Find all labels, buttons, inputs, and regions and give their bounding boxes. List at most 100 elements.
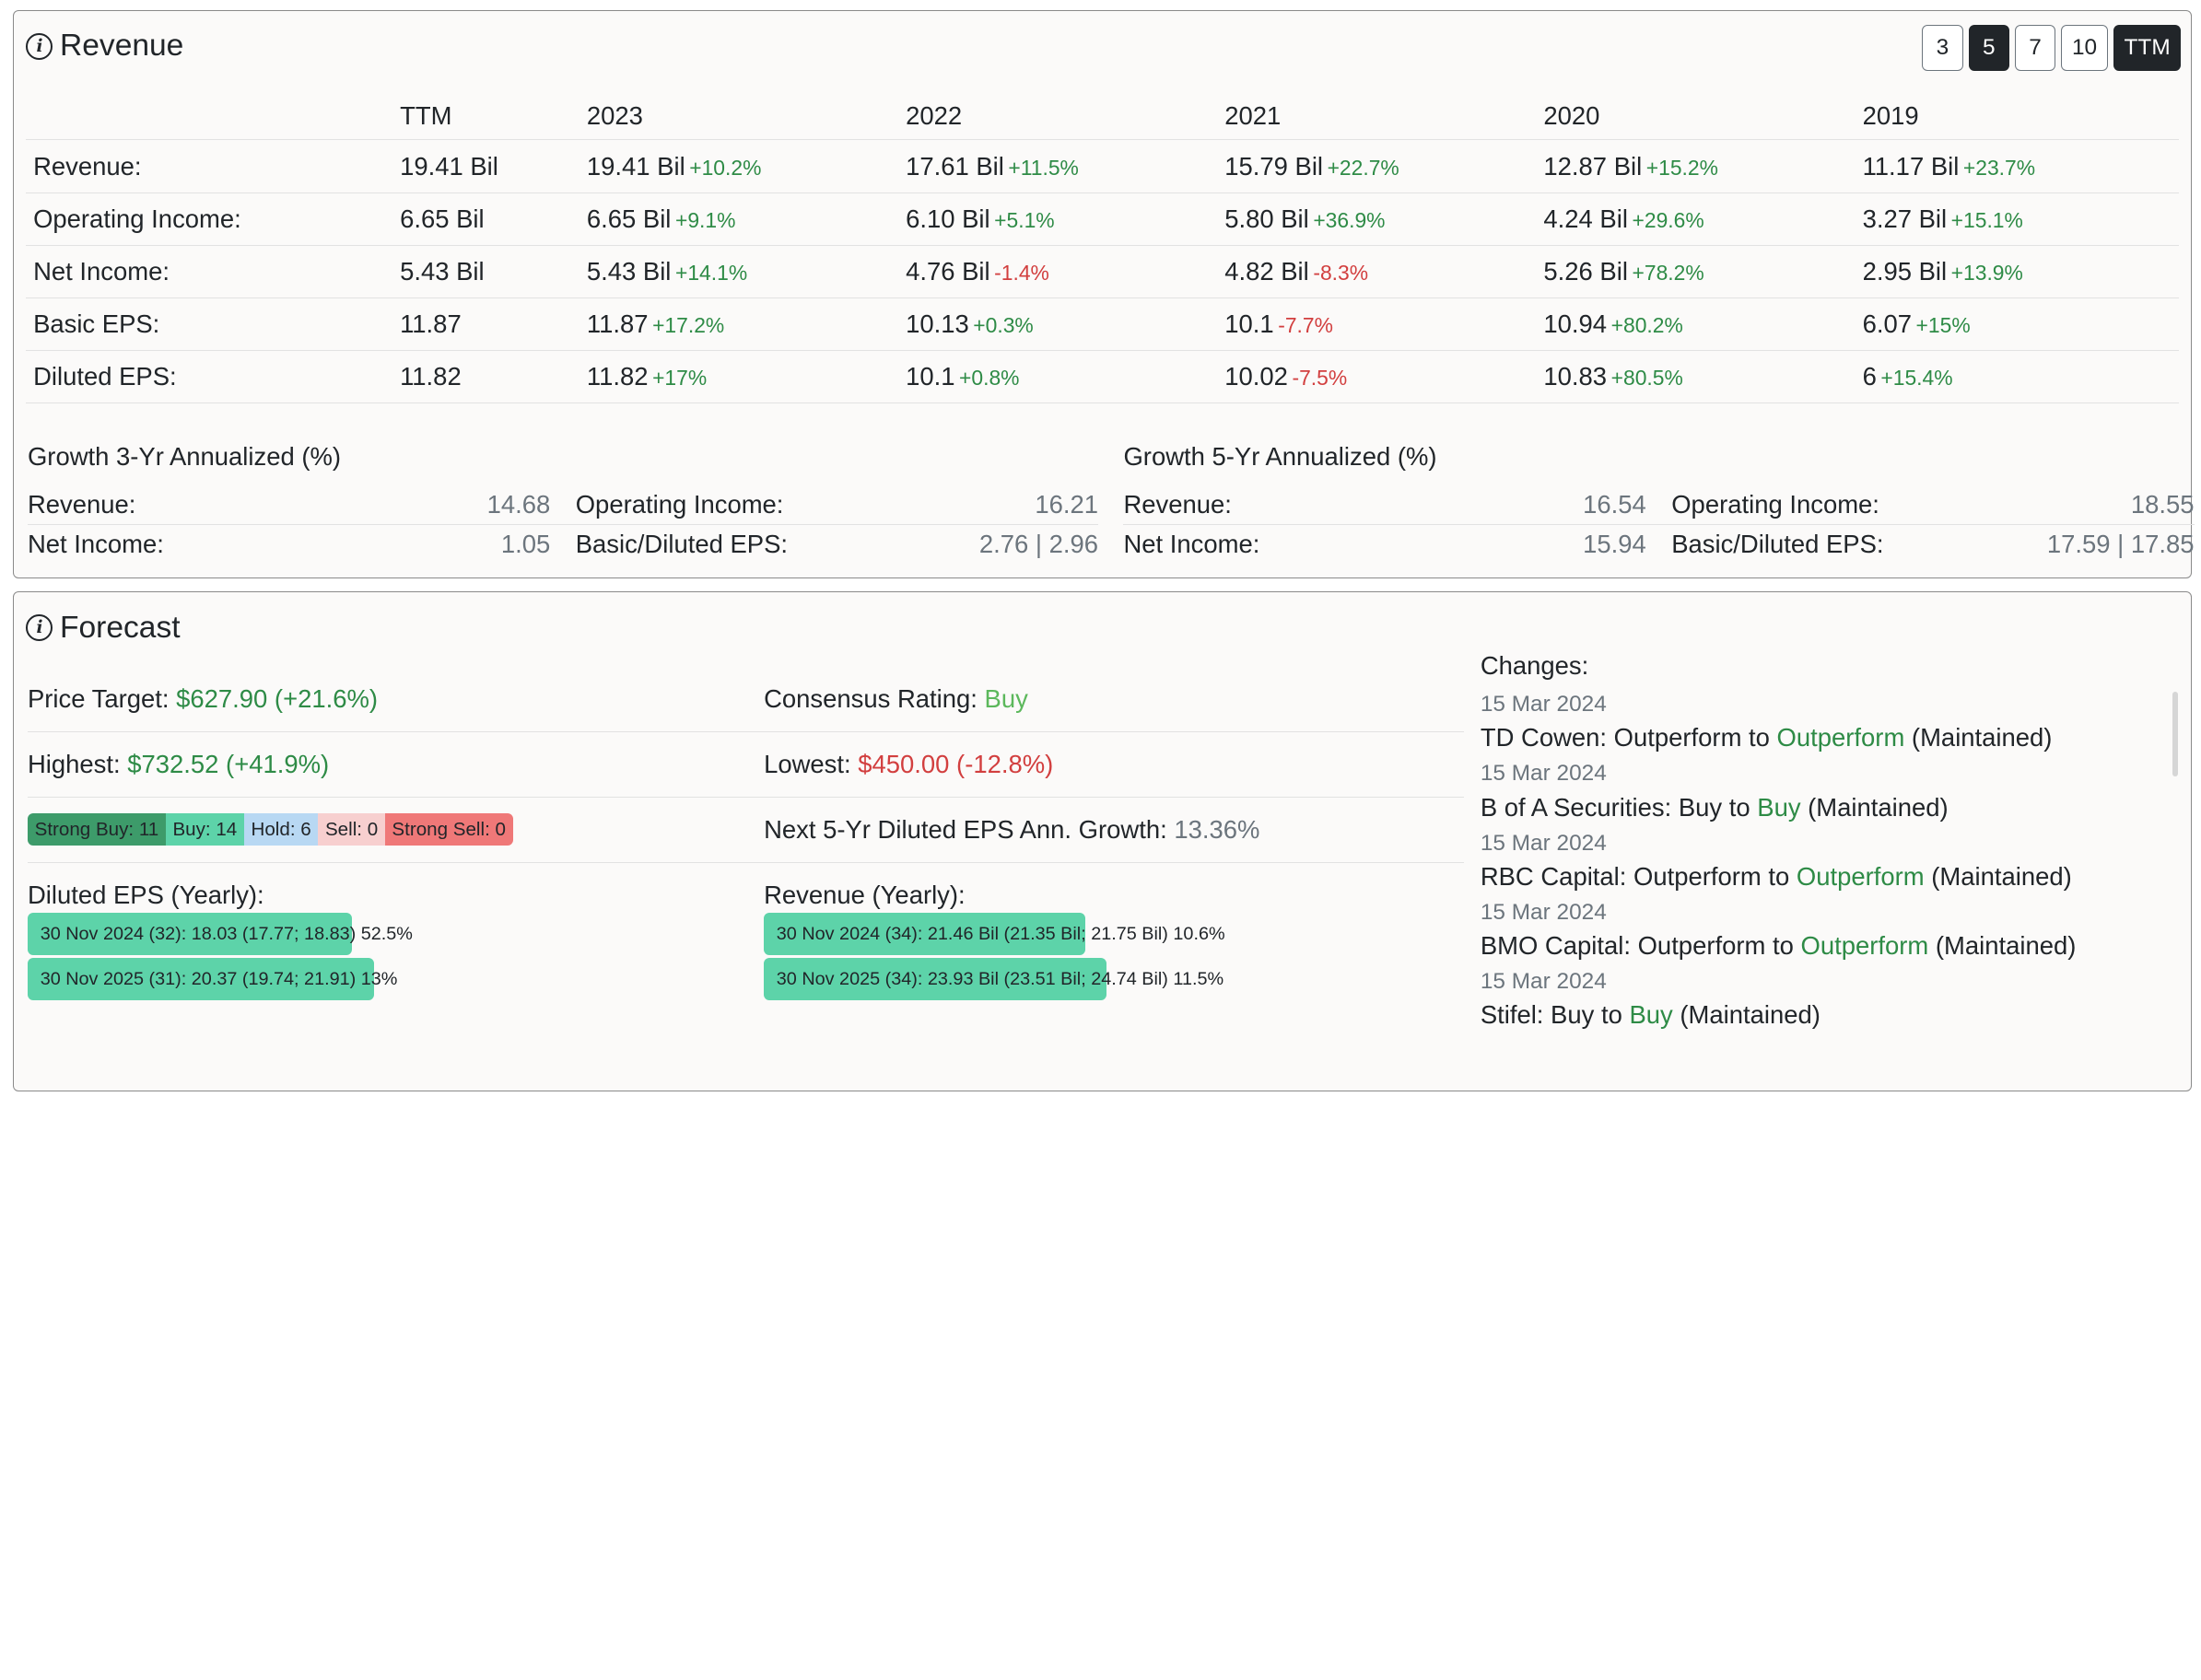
changes-scrollbar[interactable]	[2172, 692, 2179, 776]
table-cell: 2.95 Bil +13.9%	[1856, 245, 2179, 299]
cell-change: +15%	[1915, 313, 1971, 338]
highest-label: Highest:	[27, 749, 121, 778]
eps-estimate-bar: 30 Nov 2024 (32): 18.03 (17.77; 18.83) 5…	[27, 913, 764, 956]
change-firm: Stifel: Buy to	[1480, 1000, 1630, 1030]
cell-change: +22.7%	[1327, 155, 1399, 180]
change-date: 15 Mar 2024	[1480, 761, 1607, 787]
cell-value: 6.65 Bil	[586, 204, 672, 233]
table-cell: 15.79 Bil +22.7%	[1219, 139, 1539, 193]
revenue-yearly-title: Revenue (Yearly):	[764, 881, 966, 910]
table-cell: 4.24 Bil +29.6%	[1538, 192, 1857, 246]
price-target-label: Price Target:	[27, 683, 170, 713]
cell-value: 2.95 Bil	[1862, 256, 1948, 286]
revenue-estimate-fill	[764, 958, 1107, 1000]
row-label: Operating Income:	[26, 192, 394, 246]
info-icon[interactable]: i	[26, 614, 53, 642]
table-cell: 10.94 +80.2%	[1538, 298, 1857, 352]
forecast-title: i Forecast	[26, 611, 181, 646]
ratings-row: Strong Buy: 11 Buy: 14 Hold: 6 Sell: 0 S…	[27, 798, 765, 863]
cell-change: +15.1%	[1950, 207, 2023, 232]
change-rating: Outperform	[1796, 861, 1925, 891]
growth-value: 18.55	[2130, 489, 2195, 519]
growth-label: Revenue:	[1123, 489, 1232, 519]
cell-value: 11.82	[586, 362, 649, 391]
changes-list[interactable]: Changes: 15 Mar 2024 TD Cowen: Outperform…	[1481, 651, 2169, 1076]
cell-change: -1.4%	[994, 260, 1049, 285]
row-label: Basic EPS:	[26, 298, 394, 352]
cell-change: -7.5%	[1292, 366, 1348, 391]
cell-value: 10.94	[1543, 309, 1608, 339]
cell-change: +14.1%	[674, 260, 748, 285]
change-status: (Maintained)	[1924, 861, 2072, 891]
change-date: 15 Mar 2024	[1480, 830, 1607, 856]
growth-value: 2.76 | 2.96	[978, 530, 1099, 559]
table-cell: 4.82 Bil -8.3%	[1219, 245, 1539, 299]
change-firm: TD Cowen: Outperform to	[1480, 723, 1777, 752]
cell-value: 6	[1862, 362, 1877, 391]
change-rating: Outperform	[1776, 723, 1905, 752]
table-cell: 10.1 +0.8%	[899, 350, 1220, 404]
revenue-title: i Revenue	[26, 29, 183, 64]
ttm-value: 6.65 Bil	[393, 192, 581, 246]
growth-value: 15.94	[1583, 530, 1646, 559]
cell-change: +15.2%	[1645, 155, 1718, 180]
change-status: (Maintained)	[1928, 931, 2077, 961]
eps-growth-value: 13.36%	[1174, 814, 1260, 844]
revenue-estimate-bar: 30 Nov 2025 (34): 23.93 Bil (23.51 Bil; …	[764, 958, 1463, 1000]
period-ttm-button[interactable]: TTM	[2113, 24, 2182, 72]
cell-change: +17.2%	[652, 313, 725, 338]
cell-value: 11.87	[586, 309, 649, 339]
row-label: Diluted EPS:	[26, 350, 394, 404]
growth-3yr: Growth 3-Yr Annualized (%) Revenue: 14.68…	[27, 442, 1099, 565]
table-cell: 6 +15.4%	[1856, 350, 2179, 404]
table-cell: 17.61 Bil +11.5%	[899, 139, 1220, 193]
table-cell: 11.82 +17%	[580, 350, 900, 404]
cell-change: +11.5%	[1008, 155, 1079, 180]
cell-change: -8.3%	[1313, 260, 1369, 285]
cell-value: 6.07	[1862, 309, 1912, 339]
revenue-estimate-bar: 30 Nov 2024 (34): 21.46 Bil (21.35 Bil; …	[764, 913, 1463, 956]
cell-change: +5.1%	[994, 207, 1055, 232]
period-5-button[interactable]: 5	[1968, 24, 2009, 72]
period-3-button[interactable]: 3	[1922, 24, 1963, 72]
change-item: 15 Mar 2024 Stifel: Buy to Buy (Maintaine…	[1481, 969, 2169, 1030]
cell-value: 3.27 Bil	[1862, 204, 1948, 233]
change-text: Stifel: Buy to Buy (Maintained)	[1481, 1000, 2169, 1030]
cell-change: +23.7%	[1962, 155, 2036, 180]
change-firm: BMO Capital: Outperform to	[1480, 931, 1801, 961]
period-7-button[interactable]: 7	[2014, 24, 2056, 72]
ttm-value: 5.43 Bil	[393, 245, 581, 299]
cell-value: 6.10 Bil	[906, 204, 990, 233]
change-item: 15 Mar 2024 TD Cowen: Outperform to Outpe…	[1481, 692, 2169, 752]
period-10-button[interactable]: 10	[2061, 24, 2108, 72]
info-icon[interactable]: i	[26, 33, 53, 60]
change-date: 15 Mar 2024	[1480, 969, 1607, 995]
cell-change: +17%	[652, 366, 708, 391]
change-rating: Buy	[1629, 1000, 1673, 1030]
change-rating: Outperform	[1800, 931, 1929, 961]
table-cell: 10.13 +0.3%	[899, 298, 1220, 352]
table-cell: 6.65 Bil +9.1%	[580, 192, 900, 246]
growth-label: Net Income:	[27, 530, 164, 559]
table-cell: 11.87 +17.2%	[580, 298, 900, 352]
eps-estimate-fill	[27, 913, 352, 956]
forecast-card: i Forecast Price Target: $627.90 (+21.6%…	[12, 591, 2192, 1091]
rating-hold: Hold: 6	[243, 813, 319, 846]
cell-value: 5.43 Bil	[586, 256, 672, 286]
change-text: BMO Capital: Outperform to Outperform (M…	[1481, 931, 2169, 961]
column-header: 2020	[1538, 92, 1857, 141]
growth-label: Operating Income:	[575, 489, 784, 519]
table-cell: 6.07 +15%	[1856, 298, 2179, 352]
growth-row: Net Income: 15.94 Basic/Diluted EPS: 17.59…	[1123, 525, 2194, 565]
highest-row: Highest: $732.52 (+41.9%)	[27, 732, 765, 798]
cell-value: 10.1	[1224, 309, 1274, 339]
rating-strong-sell: Strong Sell: 0	[384, 813, 513, 846]
growth-label: Net Income:	[1123, 530, 1260, 559]
column-header: 2023	[580, 92, 900, 141]
cell-value: 11.17 Bil	[1862, 151, 1960, 181]
cell-value: 12.87 Bil	[1543, 151, 1643, 181]
revenue-estimate-text: 30 Nov 2024 (34): 21.46 Bil (21.35 Bil; …	[776, 923, 1225, 944]
forecast-left-column: Price Target: $627.90 (+21.6%) Highest: …	[27, 667, 765, 1000]
price-target-value: $627.90 (+21.6%)	[176, 683, 379, 713]
cell-value: 10.13	[906, 309, 969, 339]
